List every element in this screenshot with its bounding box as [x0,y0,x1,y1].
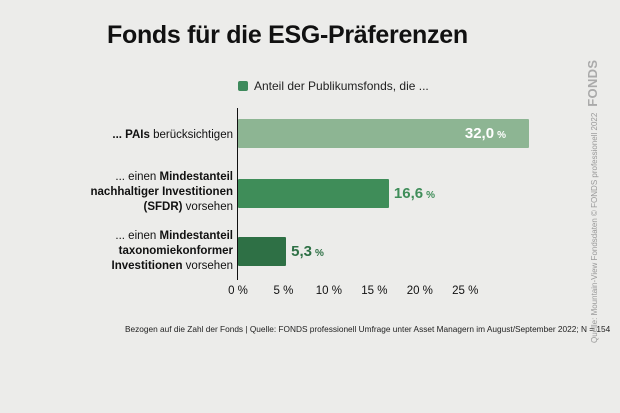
y-axis-line [237,108,238,280]
legend-label: Anteil der Publikumsfonds, die ... [254,79,429,93]
chart-title: Fonds für die ESG-Präferenzen [107,21,468,49]
x-tick-label: 15 % [361,285,388,297]
bar-sfdr [238,179,389,208]
x-tick-label: 0 % [228,285,248,297]
x-tick-label: 20 % [406,285,433,297]
bar-value-sfdr: 16,6% [393,185,435,202]
bar-pais [238,119,529,148]
bar-taxonomie [238,237,287,266]
category-label-1: ... PAIs berücksichtigen [112,129,233,141]
source-credit-text: Quelle: Mountain-View Fondsdaten © FONDS… [590,112,599,343]
fonds-logo: FONDS [585,59,600,107]
category-label-3: ... einen Mindestanteil taxonomiekonform… [111,230,233,272]
legend: Anteil der Publikumsfonds, die ... [238,79,429,93]
bar-value-pais: 32,0% [464,125,506,142]
x-tick-label: 5 % [273,285,294,297]
bar-value-taxonomie: 5,3% [291,243,324,260]
legend-swatch [238,81,248,91]
source-credit: Quelle: Mountain-View Fondsdaten © FONDS… [585,60,600,343]
x-tick-label: 25 % [452,285,479,297]
x-tick-label: 10 % [315,285,342,297]
category-label-2: ... einen Mindestanteil nachhaltiger Inv… [90,171,234,213]
footnote: Bezogen auf die Zahl der Fonds | Quelle:… [125,324,611,334]
